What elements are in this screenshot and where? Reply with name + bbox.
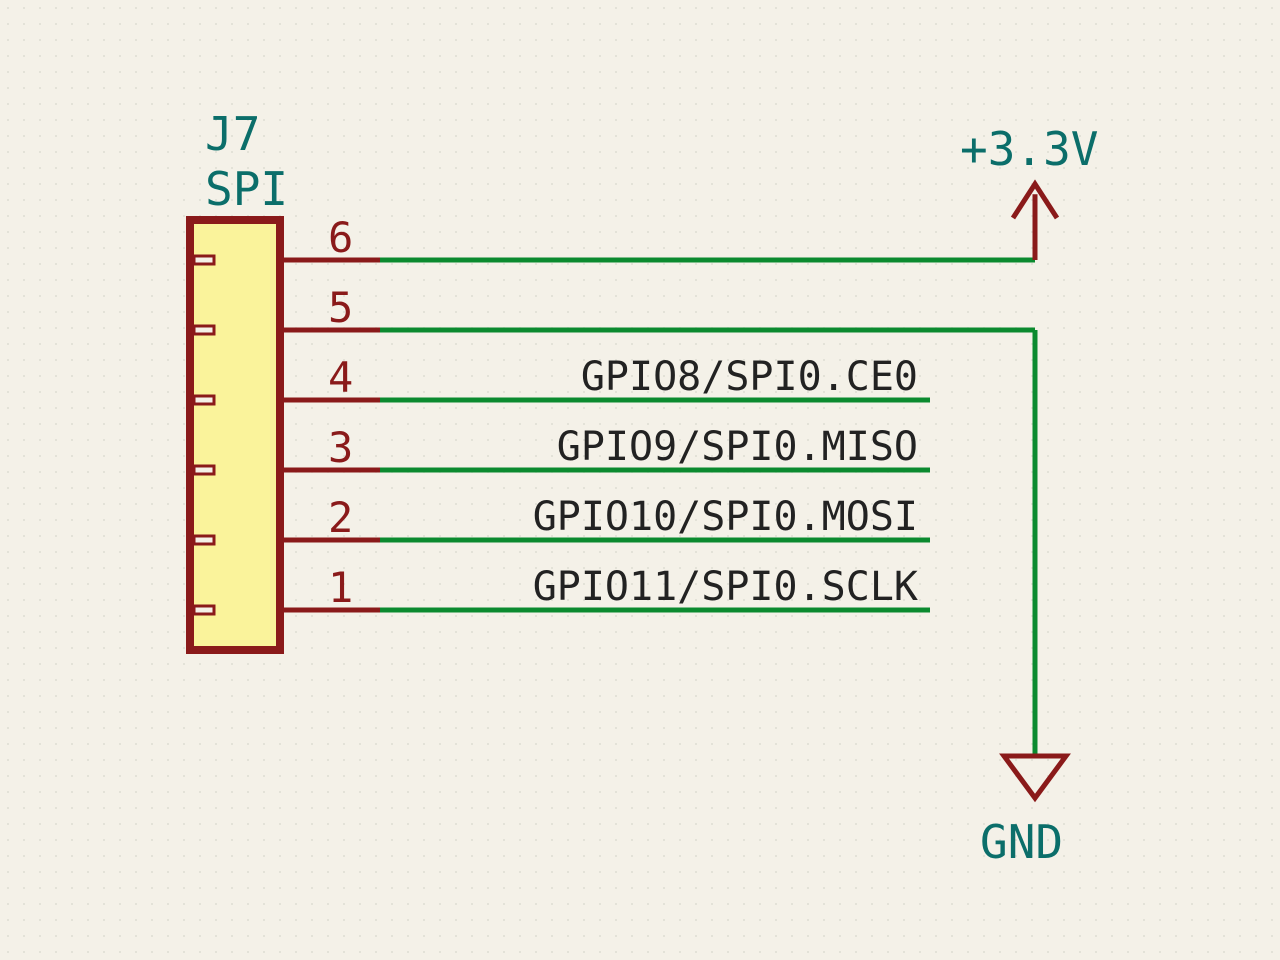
- component-value: SPI: [205, 162, 288, 216]
- pin-number: 4: [328, 353, 353, 402]
- pin-number: 1: [328, 563, 353, 612]
- pin-number: 3: [328, 423, 353, 472]
- pin-number: 6: [328, 213, 353, 262]
- component-reference: J7: [205, 107, 260, 161]
- pin-notch: [194, 256, 214, 264]
- pin-notch: [194, 326, 214, 334]
- net-label: GPIO9/SPI0.MISO: [557, 424, 918, 470]
- net-label: GPIO10/SPI0.MOSI: [533, 494, 918, 540]
- connector-body: [190, 220, 280, 650]
- pin-number: 5: [328, 283, 353, 332]
- pin-number: 2: [328, 493, 353, 542]
- pin-notch: [194, 606, 214, 614]
- pin-notch: [194, 396, 214, 404]
- net-label: GPIO8/SPI0.CE0: [581, 354, 918, 400]
- power-gnd-label: GND: [980, 815, 1063, 869]
- pin-notch: [194, 536, 214, 544]
- pin-notch: [194, 466, 214, 474]
- net-label: GPIO11/SPI0.SCLK: [533, 564, 918, 610]
- power-vcc-label: +3.3V: [960, 122, 1098, 176]
